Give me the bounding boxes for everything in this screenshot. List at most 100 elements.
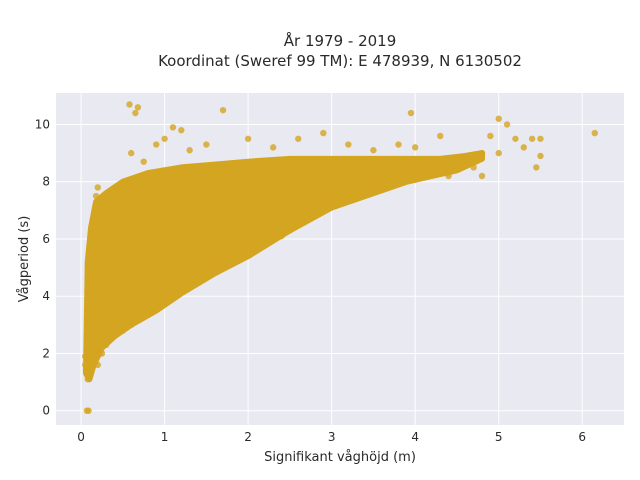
data-point — [278, 232, 285, 240]
data-point — [161, 298, 168, 306]
data-point — [169, 293, 177, 300]
y-tick-label: 10 — [35, 117, 50, 131]
data-point — [194, 275, 202, 283]
data-point — [395, 175, 402, 183]
chart-subtitle: Koordinat (Sweref 99 TM): E 478939, N 61… — [158, 52, 522, 70]
data-point — [144, 310, 152, 317]
data-point — [102, 341, 110, 349]
data-point — [537, 135, 544, 142]
data-point — [269, 235, 277, 243]
data-point — [123, 178, 131, 185]
data-point — [244, 135, 252, 142]
data-point — [219, 106, 227, 114]
data-point — [203, 141, 210, 148]
data-point — [295, 221, 302, 228]
data-point — [153, 141, 160, 148]
data-point — [203, 272, 210, 280]
data-point — [115, 187, 122, 194]
data-point — [86, 370, 93, 377]
y-tick-label: 4 — [42, 289, 50, 303]
data-point — [303, 215, 310, 223]
data-point — [82, 361, 89, 369]
data-point — [495, 149, 502, 157]
data-point — [253, 244, 260, 251]
data-point — [82, 353, 89, 360]
data-point — [420, 164, 427, 171]
data-point — [87, 250, 95, 257]
data-point — [127, 149, 135, 157]
x-tick-label: 1 — [161, 430, 169, 444]
x-tick-label: 6 — [578, 430, 586, 444]
data-point — [495, 115, 502, 122]
x-axis-label: Signifikant våghöjd (m) — [264, 450, 416, 465]
data-point — [86, 307, 93, 314]
data-point — [136, 315, 143, 323]
data-point — [127, 321, 135, 329]
data-point — [107, 207, 114, 214]
data-point — [336, 198, 344, 205]
x-tick-label: 4 — [411, 430, 419, 444]
data-point — [503, 121, 511, 128]
data-point — [186, 281, 193, 288]
data-point — [211, 267, 218, 274]
data-point — [140, 158, 147, 165]
data-point — [153, 304, 160, 311]
y-tick-label: 0 — [42, 404, 50, 418]
data-point-cloud — [83, 150, 485, 383]
data-point — [478, 172, 486, 180]
data-point — [98, 350, 106, 357]
data-point — [126, 101, 133, 108]
data-point — [528, 135, 536, 142]
data-point — [86, 335, 93, 343]
data-point — [119, 327, 127, 334]
data-point — [132, 109, 139, 117]
data-point — [520, 144, 527, 151]
data-point — [353, 189, 360, 197]
data-point — [445, 172, 452, 180]
data-point — [437, 167, 444, 174]
y-tick-label: 6 — [42, 232, 50, 246]
data-point — [169, 124, 177, 131]
x-tick-label: 5 — [495, 430, 503, 444]
data-point — [94, 184, 101, 191]
data-point — [386, 178, 394, 185]
data-point — [453, 164, 461, 171]
x-tick-label: 3 — [328, 430, 336, 444]
data-point — [87, 278, 95, 286]
data-point — [370, 147, 377, 154]
y-axis: 0 2 4 6 8 10 — [35, 117, 50, 417]
data-point — [295, 135, 302, 142]
data-point — [320, 129, 327, 137]
data-point — [395, 141, 402, 148]
chart-title: År 1979 - 2019 — [284, 31, 397, 50]
data-point — [533, 164, 540, 171]
data-point — [178, 127, 185, 134]
data-point — [328, 201, 335, 208]
y-tick-label: 2 — [42, 346, 50, 360]
data-point — [311, 212, 319, 220]
data-point — [437, 132, 444, 140]
data-point — [411, 144, 419, 151]
data-point — [236, 255, 243, 263]
data-point — [178, 287, 185, 294]
x-tick-label: 2 — [244, 430, 252, 444]
x-axis: 0 1 2 3 4 5 6 — [77, 430, 586, 444]
data-point — [219, 264, 227, 271]
data-point — [537, 152, 544, 160]
data-point — [487, 132, 494, 140]
data-point — [403, 172, 411, 180]
y-axis-label: Vågperiod (s) — [17, 216, 32, 303]
data-point — [478, 149, 486, 157]
data-point — [111, 333, 118, 340]
data-points — [82, 101, 598, 414]
data-point — [462, 161, 469, 168]
data-point — [320, 207, 327, 214]
data-point — [591, 129, 598, 137]
data-point — [261, 241, 269, 248]
y-tick-label: 8 — [42, 175, 50, 189]
data-point — [244, 250, 252, 257]
data-point — [428, 169, 436, 177]
data-point — [370, 184, 377, 191]
x-tick-label: 0 — [77, 430, 85, 444]
